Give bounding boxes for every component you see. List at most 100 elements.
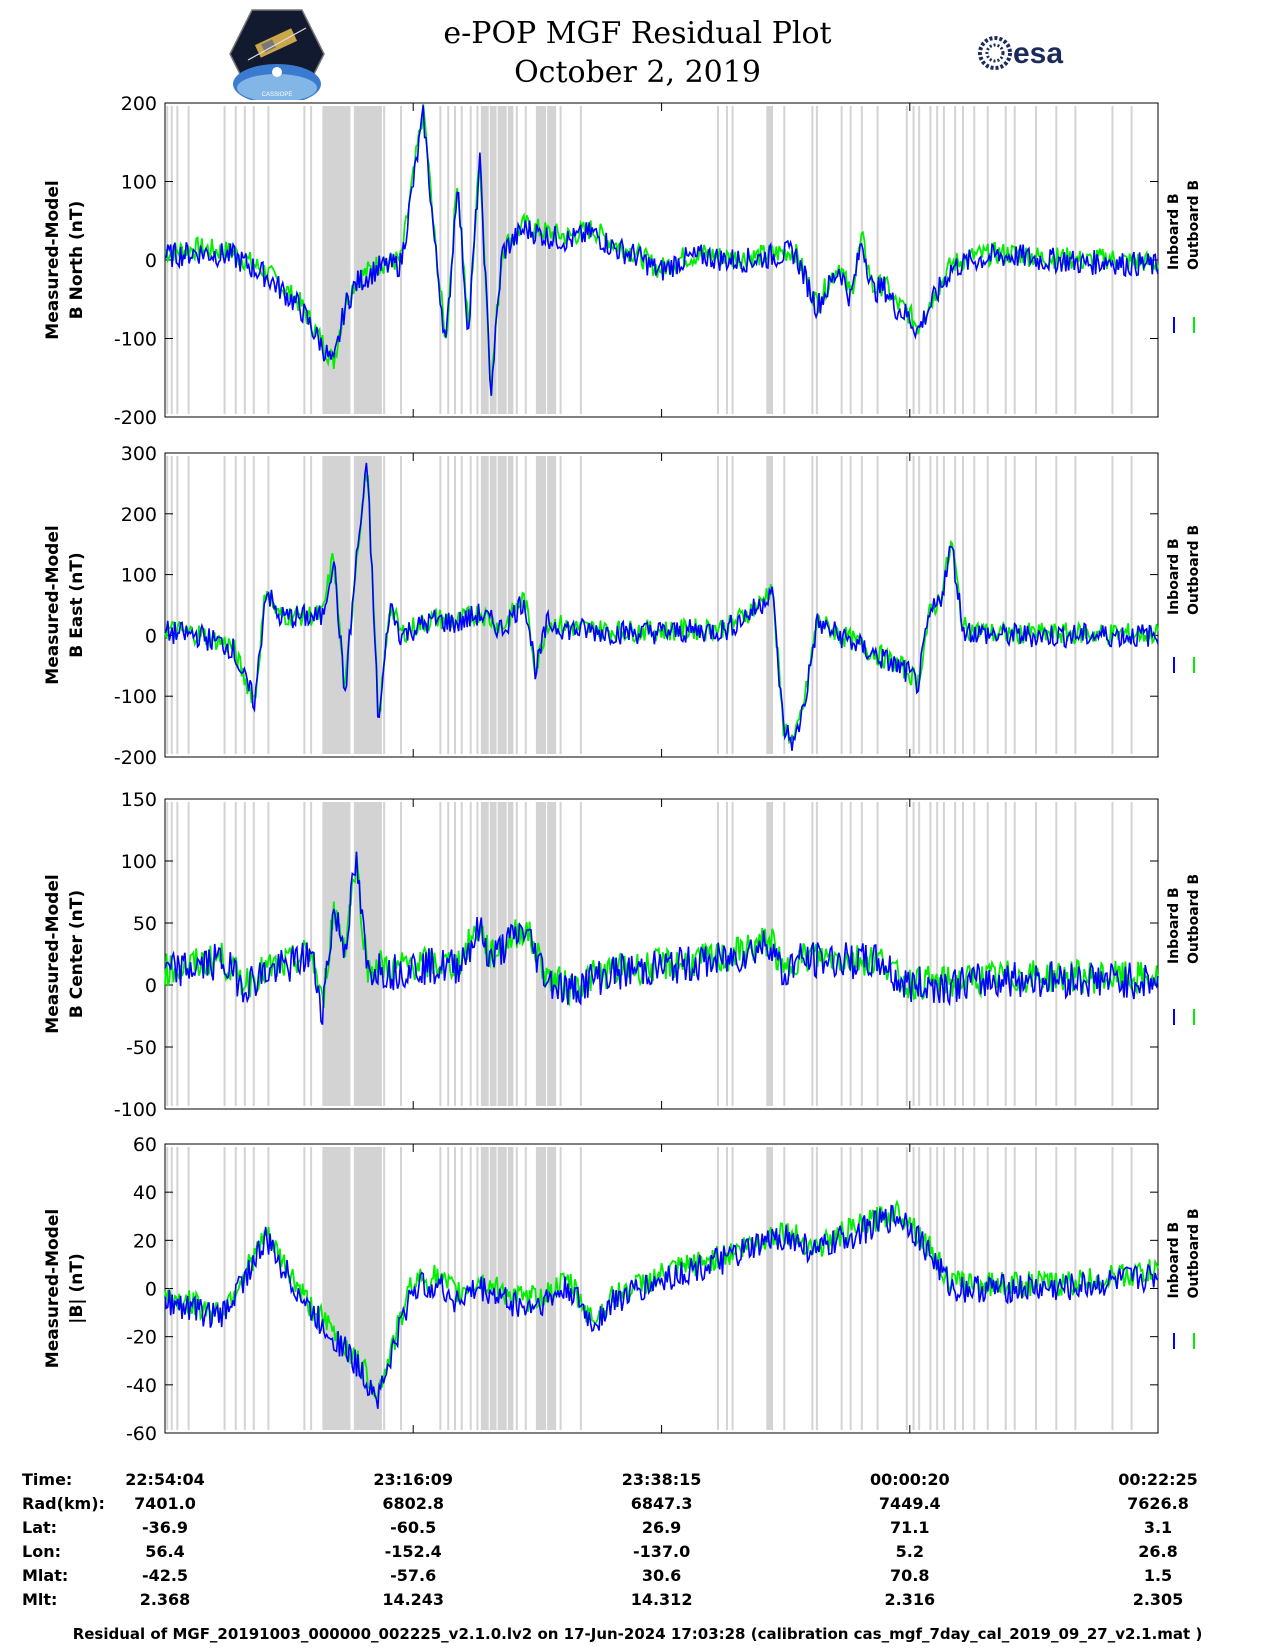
- series-inboard-line: [164, 105, 1159, 396]
- table-cell: 26.9: [641, 1518, 682, 1537]
- y-tick-label: -50: [126, 1037, 157, 1059]
- y-tick-label: -40: [126, 1375, 157, 1397]
- y-tick-label: 200: [121, 93, 157, 115]
- plot-date: October 2, 2019: [514, 55, 761, 90]
- plot-title: e-POP MGF Residual Plot: [443, 16, 832, 51]
- table-row-label: Lat:: [22, 1518, 58, 1537]
- y-tick-label: 0: [145, 975, 157, 997]
- table-cell: 7449.4: [878, 1494, 941, 1513]
- table-cell: 56.4: [145, 1542, 185, 1561]
- data-gap-band: [322, 456, 351, 754]
- y-tick-label: 150: [121, 789, 157, 811]
- y-tick-label: 60: [133, 1134, 157, 1156]
- table-cell: 70.8: [890, 1566, 930, 1585]
- data-gap-band: [507, 106, 514, 414]
- y-axis-label: |B| (nT): [67, 1253, 87, 1324]
- table-cell: 6847.3: [630, 1494, 693, 1513]
- y-tick-label: -200: [114, 407, 157, 429]
- table-cell: -42.5: [141, 1566, 189, 1585]
- table-cell: 2.368: [139, 1590, 191, 1609]
- cassiope-logo-text: CASSIOPE: [262, 92, 293, 98]
- data-gap-band: [535, 456, 547, 754]
- data-gap-band: [353, 802, 382, 1106]
- table-cell: 14.243: [382, 1590, 445, 1609]
- table-cell: 5.2: [895, 1542, 924, 1561]
- footer-caption: Residual of MGF_20191003_000000_002225_v…: [72, 1625, 1203, 1643]
- y-tick-label: -20: [126, 1327, 157, 1349]
- table-row-label: Mlat:: [22, 1566, 69, 1585]
- data-gap-band: [547, 456, 557, 754]
- cassiope-logo: CASSIOPE: [229, 9, 325, 100]
- data-gap-band: [507, 802, 514, 1106]
- data-gap-band: [480, 456, 489, 754]
- table-cell: -137.0: [632, 1542, 691, 1561]
- esa-logo-text: esa: [1013, 37, 1063, 70]
- table-cell: 22:54:04: [125, 1470, 205, 1489]
- y-axis-label: Measured-Model: [43, 1209, 63, 1368]
- table-cell: 6802.8: [382, 1494, 445, 1513]
- table-cell: 2.316: [884, 1590, 936, 1609]
- y-tick-label: 100: [121, 851, 157, 873]
- table-cell: -152.4: [384, 1542, 442, 1561]
- table-row-label: Mlt:: [22, 1590, 58, 1609]
- data-gap-band: [353, 106, 382, 414]
- table-cell: 14.312: [630, 1590, 693, 1609]
- table-cell: 3.1: [1143, 1518, 1173, 1537]
- y-axis-label: B North (nT): [67, 201, 87, 320]
- data-gap-band: [766, 1147, 774, 1430]
- table-row-label: Lon:: [22, 1542, 61, 1561]
- table-cell: 00:22:25: [1118, 1470, 1198, 1489]
- data-gap-band: [322, 1147, 351, 1430]
- table-cell: 71.1: [890, 1518, 930, 1537]
- table-cell: 23:16:09: [373, 1470, 453, 1489]
- y-tick-label: 0: [145, 625, 157, 647]
- legend-outboard-label: Outboard B: [1186, 1208, 1202, 1298]
- y-tick-label: -100: [114, 1099, 157, 1121]
- y-tick-label: 100: [121, 565, 157, 587]
- data-gap-band: [535, 106, 547, 414]
- y-tick-label: -60: [126, 1423, 157, 1445]
- table-cell: 23:38:15: [621, 1470, 702, 1489]
- legend-inboard-label: Inboard B: [1166, 887, 1182, 964]
- y-axis-label: Measured-Model: [43, 874, 63, 1033]
- y-tick-label: 300: [121, 443, 157, 465]
- series-outboard-line: [164, 1199, 1159, 1401]
- legend-inboard-label: Inboard B: [1166, 193, 1182, 270]
- series-outboard-line: [164, 103, 1159, 396]
- table-cell: -36.9: [141, 1518, 189, 1537]
- table-cell: 26.8: [1138, 1542, 1178, 1561]
- legend-outboard-label: Outboard B: [1186, 525, 1202, 615]
- y-tick-label: 200: [121, 504, 157, 526]
- y-axis-label: Measured-Model: [43, 525, 63, 684]
- legend-outboard-label: Outboard B: [1186, 180, 1202, 270]
- y-tick-label: 100: [121, 172, 157, 194]
- y-axis-label: B East (nT): [67, 552, 87, 657]
- table-cell: 7401.0: [134, 1494, 196, 1513]
- data-gap-band: [489, 106, 497, 414]
- y-tick-label: -200: [114, 747, 157, 769]
- y-axis-label: Measured-Model: [43, 180, 63, 339]
- series-outboard-line: [164, 473, 1159, 745]
- data-gap-band: [547, 802, 557, 1106]
- table-cell: 1.5: [1143, 1566, 1173, 1585]
- series-inboard-line: [164, 851, 1159, 1025]
- axes-frame: [164, 452, 1159, 758]
- legend-inboard-label: Inboard B: [1166, 538, 1182, 615]
- table-cell: 7626.8: [1127, 1494, 1189, 1513]
- table-cell: 2.305: [1132, 1590, 1184, 1609]
- data-gap-band: [766, 106, 774, 414]
- legend-inboard-label: Inboard B: [1166, 1222, 1182, 1299]
- table-cell: 30.6: [641, 1566, 682, 1585]
- esa-logo: esa: [978, 36, 1063, 70]
- data-gap-band: [489, 456, 497, 754]
- data-gap-band: [535, 1147, 547, 1430]
- data-gap-band: [766, 456, 774, 754]
- table-cell: -60.5: [390, 1518, 437, 1537]
- y-tick-label: 20: [133, 1230, 157, 1252]
- y-tick-label: 0: [145, 250, 157, 272]
- table-cell: 00:00:20: [870, 1470, 950, 1489]
- y-tick-label: 50: [133, 913, 157, 935]
- table-row-label: Time:: [22, 1470, 73, 1489]
- series-inboard-line: [164, 462, 1159, 751]
